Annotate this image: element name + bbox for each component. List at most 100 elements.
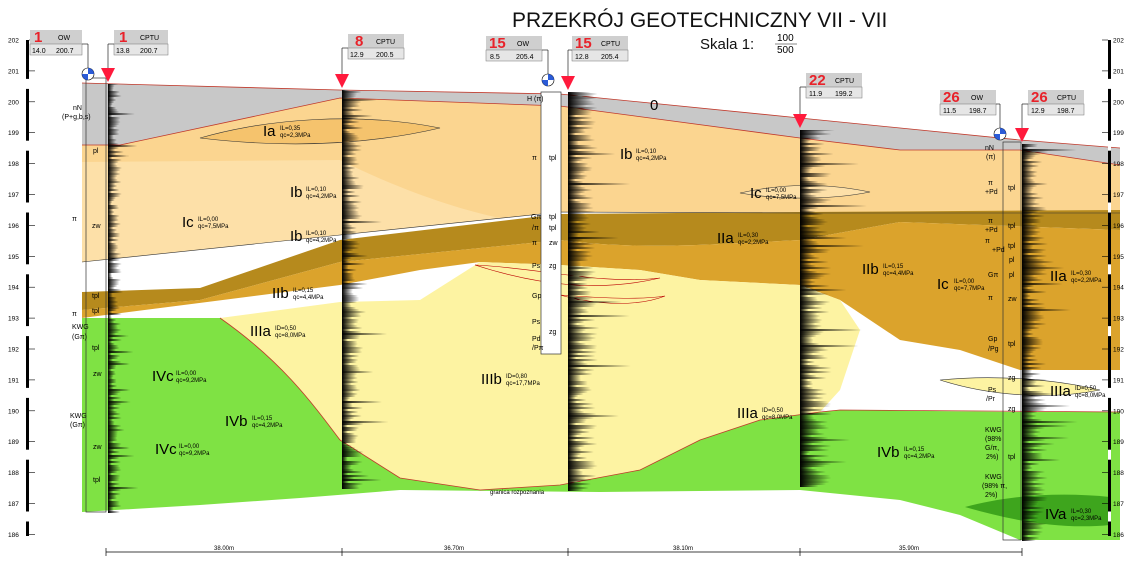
layer-param-IIIa-1a: ID=0,50 [275, 326, 297, 332]
layer-label-IIa-2: IIa [1050, 268, 1067, 285]
cptu-26-profile [1022, 144, 1078, 541]
cptu-marker-icon [793, 114, 807, 128]
layer-param-Ic-3b: qc=7,7MPa [954, 286, 985, 292]
borehole-type: CPTU [140, 35, 159, 42]
elevation-tick-label: 186 [8, 532, 19, 539]
scale-denominator: 500 [777, 45, 794, 56]
header-number-box [1028, 90, 1054, 104]
layer-label-IIb-2: IIb [862, 261, 879, 278]
header-type-box [966, 90, 996, 104]
elevation-tick-label: 198 [8, 161, 19, 168]
header-values-box [805, 86, 863, 99]
soil-label: zw [93, 371, 103, 378]
scale-label: Skala 1: [700, 36, 754, 53]
distance-label: 38.00m [214, 546, 234, 552]
header-type-box [372, 34, 404, 48]
soil-label: tpl [1008, 454, 1016, 461]
layer-param-IVc-1a: IL=0,00 [176, 371, 197, 377]
distance-label: 38.10m [673, 546, 693, 552]
axis-segment [26, 78, 29, 89]
elevation-axis-right: 202 201 200 199 198 197 196 195 194 193 192 191 190 1… [1102, 38, 1124, 539]
borehole-header-8-cptu: 8 CPTU 12.9 200.5 [335, 33, 405, 88]
boundary-line-2 [82, 97, 1121, 166]
cptu-marker-icon [335, 74, 349, 88]
elevation-tick-label: 190 [8, 408, 19, 415]
header-type-box [832, 73, 862, 87]
soil-label: (Gπ) [72, 334, 87, 341]
soil-label: /π [532, 225, 539, 232]
layer-param-Ib-1a: IL=0,10 [636, 149, 657, 155]
header-values-box [29, 43, 83, 56]
axis-segment [26, 264, 29, 275]
soil-label: KWG [985, 474, 1002, 481]
borehole-depth: 11.5 [943, 108, 956, 115]
soil-label: tpl [549, 225, 557, 232]
soil-label: +Pd [992, 247, 1005, 254]
soil-label: 2%) [985, 492, 997, 499]
soil-label: KWG [72, 324, 89, 331]
header-values-box [113, 43, 169, 56]
borehole-elevation: 205.4 [601, 54, 619, 61]
axis-segment [1108, 449, 1111, 460]
soil-label: tpl [1008, 185, 1016, 192]
borehole-number: 22 [809, 72, 826, 89]
layer-param-IVc-1b: qc=9,2MPa [176, 378, 207, 384]
header-number-box [572, 36, 598, 50]
borehole-header-26-ow: 26 OW 11.5 198.7 [939, 89, 1007, 141]
soil-label: H (π) [527, 96, 544, 103]
axis-bar-right [1108, 40, 1111, 536]
layer-label-IVc-2: IVc [155, 441, 177, 458]
soil-label: pl [1009, 257, 1015, 264]
ow-symbol-fill [82, 68, 94, 80]
ow-symbol-fill [994, 128, 1006, 140]
boundary-line [81, 82, 1121, 149]
borehole-header-1-ow: 1 OW 14.0 200.7 [29, 29, 95, 81]
cptu-marker-icon [1015, 128, 1029, 142]
borehole-header-15-cptu: 15 CPTU 12.8 205.4 [561, 35, 629, 90]
soil-label: tpl [92, 345, 100, 352]
layer-param-Ia-1: IL=0,35 [280, 126, 301, 132]
soil-label: nN [73, 105, 82, 112]
soil-label: π [988, 218, 993, 225]
borehole-number: 26 [1031, 89, 1048, 106]
soil-label: π [988, 295, 993, 302]
layer-param-IVc-2a: IL=0,00 [179, 444, 200, 450]
soil-label: tpl [549, 214, 557, 221]
axis-segment [1108, 202, 1111, 213]
layer-param-IVb-1b: qc=4,2MPa [252, 423, 283, 429]
header-values-box [939, 103, 997, 116]
axis-segment [26, 387, 29, 398]
soil-label: Ps [532, 263, 541, 270]
borehole-type: CPTU [376, 39, 395, 46]
layer-param-Ic-3a: IL=0,00 [954, 279, 975, 285]
soil-label: Gπ [988, 272, 998, 279]
soil-label: zg [549, 329, 557, 336]
elevation-tick-label: 193 [8, 316, 19, 323]
soil-label: KWG [70, 413, 87, 420]
layer-label-IIIb: IIIb [481, 371, 502, 388]
soil-labels-bh26: nN (π) π +Pd tpl π +Pd tpl π +Pd tpl pl … [982, 145, 1018, 499]
soil-label: tpl [1008, 243, 1016, 250]
layer-param-IIb-2b: qc=4,4MPa [883, 271, 914, 277]
layer-labels: 0 Ia IL=0,35 qc=2,3MPa Ib IL=0,10 qc=4,2… [152, 97, 1106, 523]
soil-label: Gp [532, 293, 541, 300]
axis-segment [1108, 326, 1111, 337]
header-number-box [940, 90, 966, 104]
layer-fill-nN [82, 83, 1120, 165]
elevation-tick-label: 197 [8, 192, 19, 199]
soil-label: /Pr [986, 396, 996, 403]
elevation-tick-label: 199 [1113, 130, 1124, 137]
layer-label-Ib-2: Ib [290, 184, 303, 201]
elevation-axis-left: 202 201 200 199 198 197 196 195 194 193 192 191 190 1… [8, 38, 35, 539]
soil-label: π [532, 240, 537, 247]
soil-label: Gπ [531, 214, 541, 221]
soil-label: zg [1008, 406, 1016, 413]
elevation-tick-label: 201 [1113, 68, 1124, 75]
elevation-tick-label: 202 [8, 38, 19, 45]
soil-label: tpl [92, 308, 100, 315]
soil-label: +Pd [985, 227, 998, 234]
elevation-tick-label: 196 [8, 223, 19, 230]
soil-labels-bh15: H (π) tpl π tpl Gπ /π tpl π zw Ps zg Gp … [490, 96, 559, 496]
elevation-tick-label: 200 [8, 99, 19, 106]
soil-label: π [72, 311, 77, 318]
